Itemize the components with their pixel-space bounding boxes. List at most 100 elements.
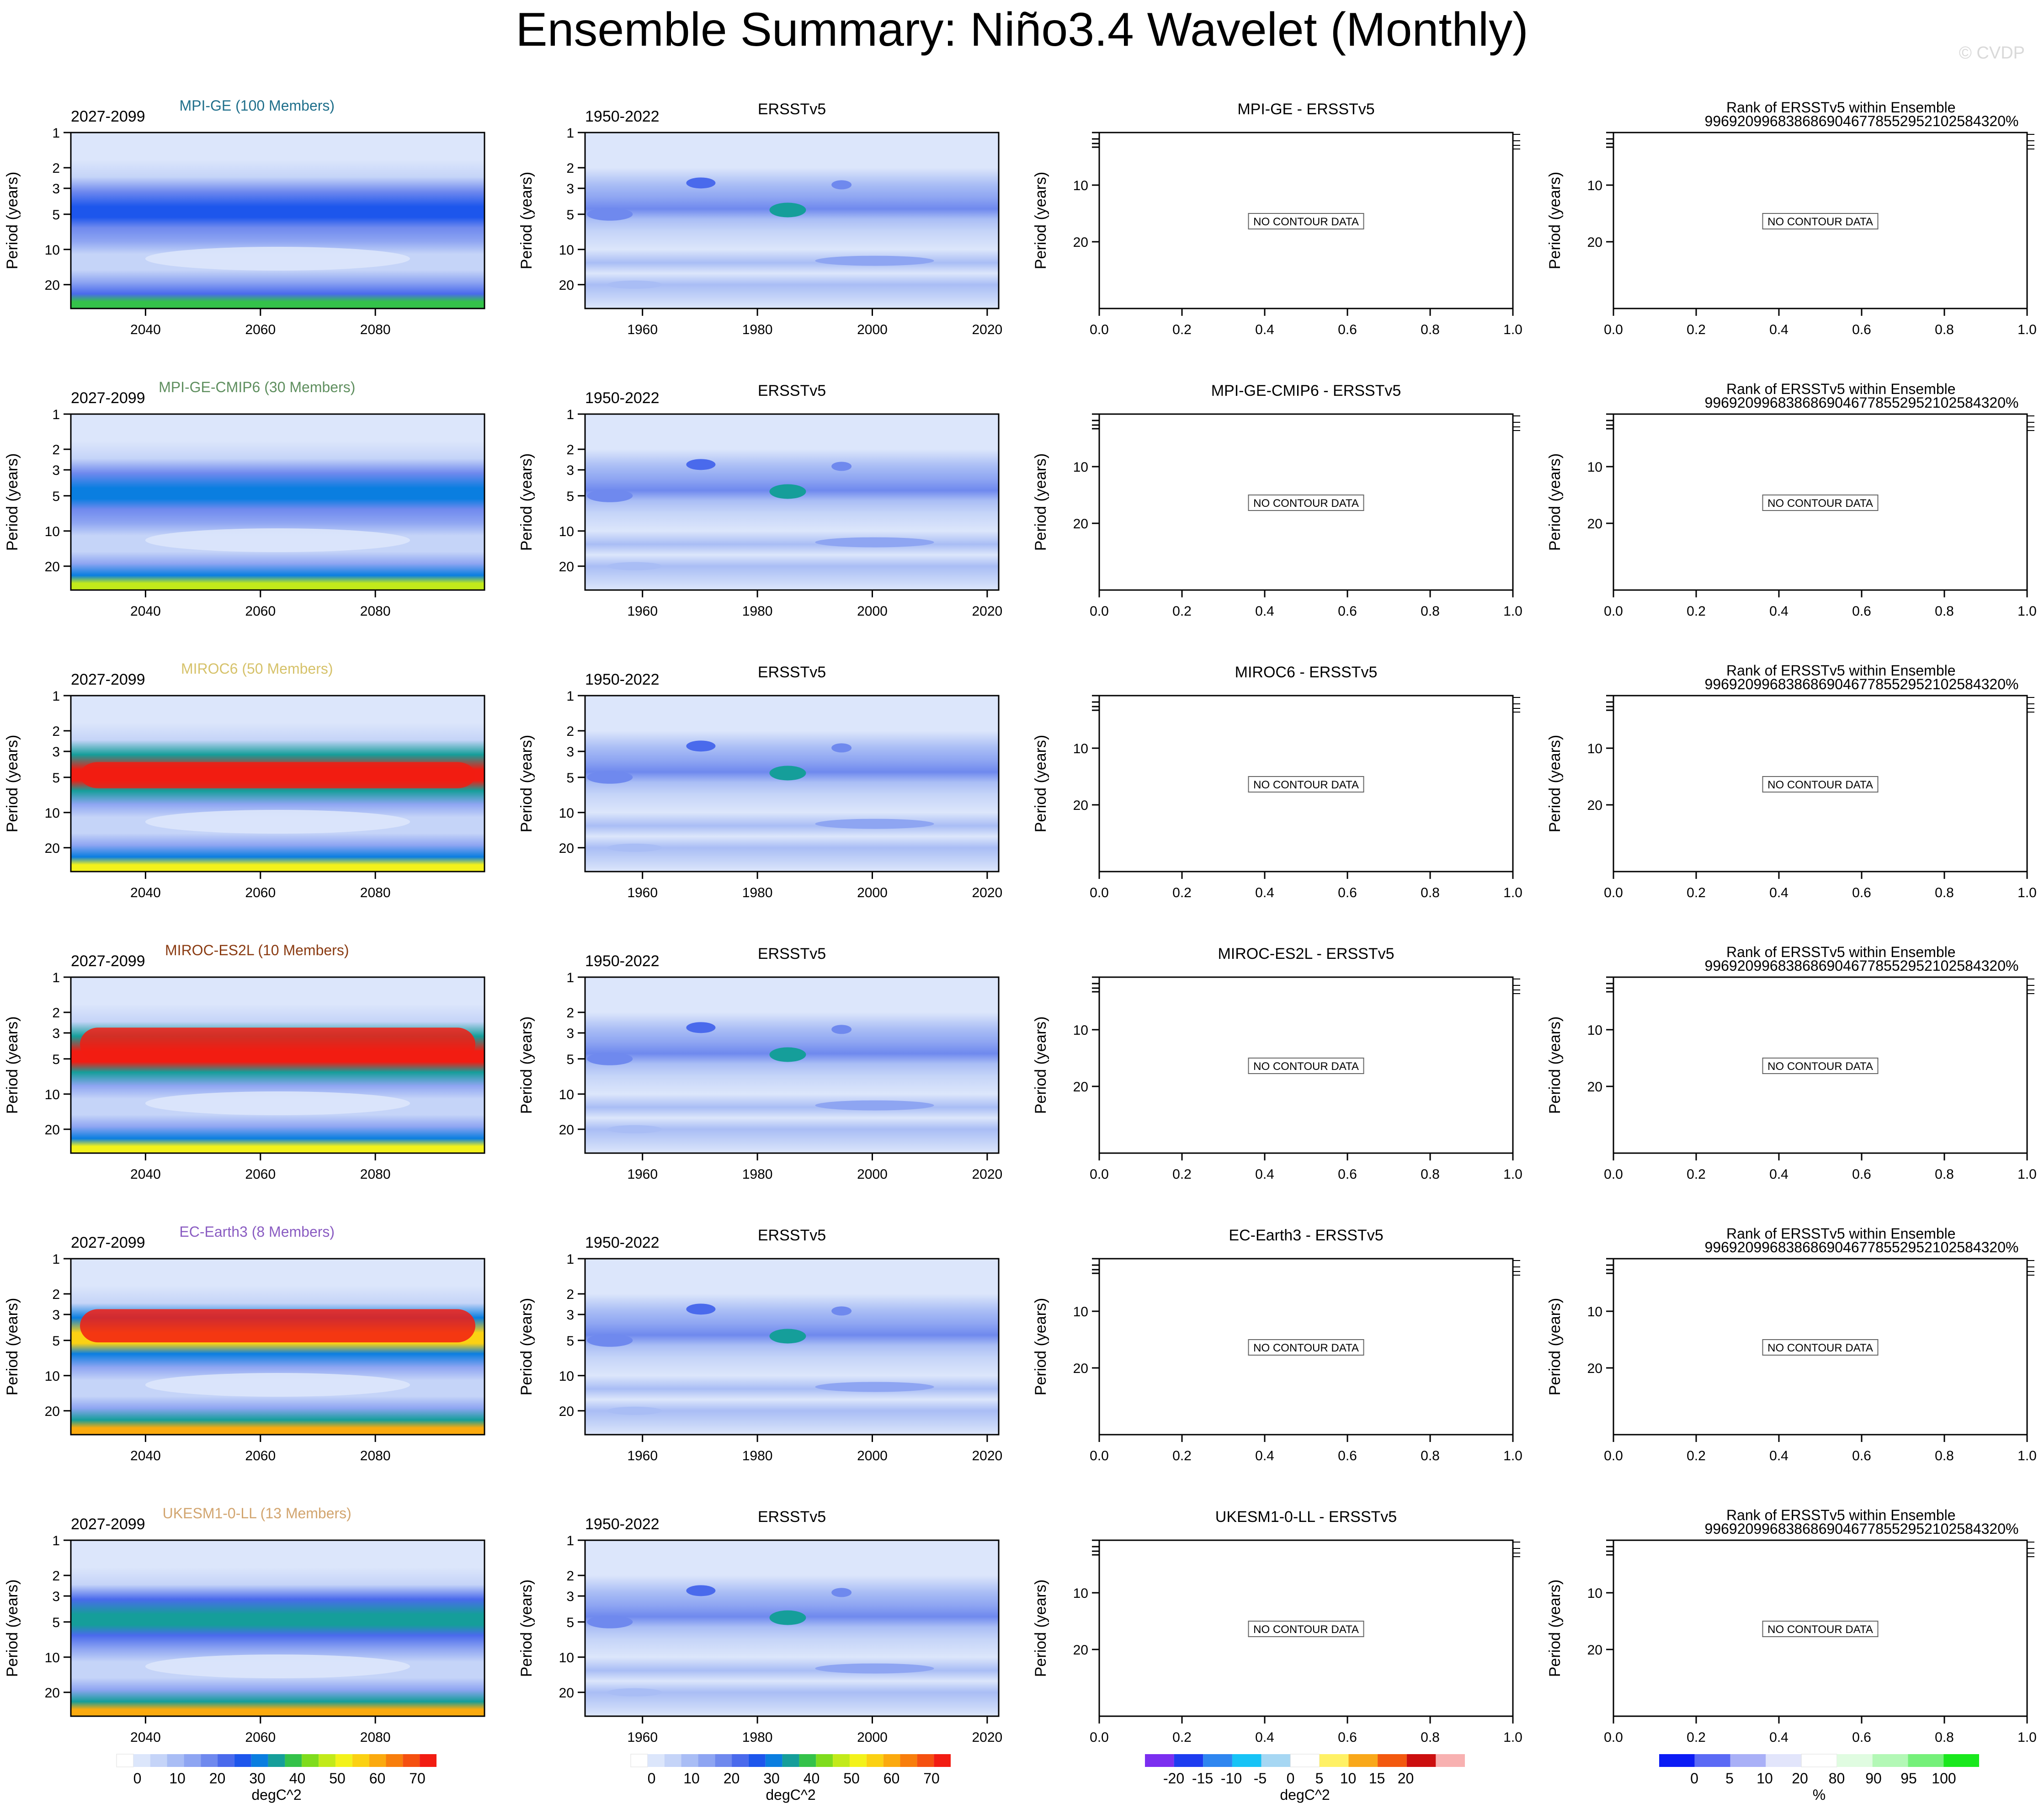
model-panel-ytick-label: 20 [45, 1404, 60, 1419]
model-panel-ylabel: Period (years) [4, 735, 21, 833]
model-panel-ytick-label: 20 [45, 1686, 60, 1701]
model-panel-period: 2027-2099 [71, 389, 145, 407]
diff-panel-xtick-label: 0.8 [1421, 1730, 1440, 1745]
rank-panel-no-data-text: NO CONTOUR DATA [1767, 1060, 1873, 1073]
diff-panel-xtick-label: 0.4 [1255, 1448, 1274, 1463]
obs-panel-ytick-label: 10 [559, 806, 574, 821]
model-panel-xtick-label: 2060 [245, 604, 276, 619]
obs-panel-xtick-label: 1980 [742, 1167, 773, 1182]
model-wavelet-field [71, 1259, 484, 1435]
diff-panel-ytick-label: 10 [1073, 741, 1088, 756]
obs-panel-ytick-label: 5 [566, 207, 574, 223]
model-panel-title: MIROC6 (50 Members) [181, 660, 333, 677]
model-panel-title: EC-Earth3 (8 Members) [179, 1224, 335, 1240]
obs-wavelet-blob [607, 1406, 662, 1415]
rank-panel-xtick-label: 1.0 [2017, 1448, 2037, 1463]
diff-panel-xtick-label: 0.6 [1338, 604, 1357, 619]
diff-panel-xtick-label: 0.4 [1255, 1730, 1274, 1745]
obs-panel-ytick-label: 3 [566, 1589, 574, 1604]
obs-panel-ytick-label: 3 [566, 1308, 574, 1323]
obs-panel-xtick-label: 1980 [742, 1730, 773, 1745]
rank-panel-ytick-label: 10 [1587, 1023, 1602, 1038]
model-wavelet-field [71, 133, 484, 309]
obs-panel-ylabel: Period (years) [518, 172, 535, 270]
model-panel-frame [70, 1258, 485, 1436]
rank-panel-ylabel: Period (years) [1546, 1298, 1564, 1396]
obs-wavelet-blob [686, 1303, 716, 1315]
obs-panel-ytick-label: 2 [566, 1005, 574, 1021]
obs-wavelet-blob [815, 1663, 934, 1674]
obs-panel-period: 1950-2022 [585, 1516, 660, 1533]
obs-panel-ytick-label: 3 [566, 745, 574, 760]
rank-colorbar-swatch [1766, 1754, 1802, 1767]
obs-colorbar-swatch [715, 1754, 732, 1767]
diff-colorbar-swatch [1319, 1754, 1349, 1767]
obs-panel-period: 1950-2022 [585, 108, 660, 125]
model-panel-ytick-label: 1 [52, 407, 60, 422]
diff-colorbar-swatch [1436, 1754, 1465, 1767]
obs-wavelet-blob [686, 1022, 716, 1033]
rank-panel-xtick-label: 0.0 [1604, 885, 1623, 900]
obs-panel-frame [584, 695, 1000, 872]
model-panel-ylabel: Period (years) [4, 1580, 21, 1677]
obs-colorbar-label: 10 [683, 1770, 700, 1787]
obs-panel-ytick-label: 2 [566, 1287, 574, 1302]
model-panel-ytick-label: 1 [52, 970, 60, 985]
obs-colorbar-swatch [630, 1754, 648, 1767]
obs-panel-xtick-label: 2000 [857, 885, 888, 900]
obs-panel-ytick-label: 5 [566, 1052, 574, 1067]
model-panel-ytick-label: 10 [45, 806, 60, 821]
rank-panel-xtick-label: 0.8 [1935, 1730, 1954, 1745]
obs-panel-ytick-label: 1 [566, 126, 574, 141]
diff-panel-xtick-label: 1.0 [1503, 1730, 1522, 1745]
obs-panel-xtick-label: 2000 [857, 322, 888, 337]
model-wavelet-low-power-region [145, 1654, 410, 1679]
diff-panel-xtick-label: 0.4 [1255, 322, 1274, 337]
diff-panel-xtick-label: 0.6 [1338, 1730, 1357, 1745]
obs-colorbar-swatch [866, 1754, 884, 1767]
diff-colorbar-label: -20 [1163, 1770, 1184, 1787]
rank-panel-no-data-text: NO CONTOUR DATA [1767, 1342, 1873, 1354]
diff-panel-xtick-label: 0.6 [1338, 1167, 1357, 1182]
diff-panel-ytick-label: 10 [1073, 1023, 1088, 1038]
obs-wavelet-blob [831, 1025, 852, 1034]
diff-panel-ytick-label: 20 [1073, 1643, 1088, 1658]
model-wavelet-low-power-region [145, 810, 410, 834]
model-colorbar-swatch [285, 1754, 302, 1767]
diff-colorbar-label: 20 [1398, 1770, 1414, 1787]
obs-colorbar-unit: degC^2 [766, 1787, 815, 1803]
model-panel-xtick-label: 2040 [130, 1448, 161, 1463]
rank-panel-no-data-box [1762, 1621, 1879, 1637]
rank-panel-xtick-label: 1.0 [2017, 1730, 2037, 1745]
obs-wavelet-blob [607, 1125, 662, 1133]
obs-panel-ylabel: Period (years) [518, 453, 535, 551]
model-panel-period: 2027-2099 [71, 952, 145, 970]
model-colorbar-label: 10 [169, 1770, 186, 1787]
model-panel-period: 2027-2099 [71, 671, 145, 688]
obs-wavelet-blob [607, 1688, 662, 1697]
rank-panel-subtitle: 9969209968386869046778552952102584320% [1705, 394, 2019, 411]
obs-colorbar-swatch [917, 1754, 934, 1767]
diff-colorbar-label: 15 [1369, 1770, 1385, 1787]
model-panel-ytick-label: 10 [45, 1650, 60, 1665]
rank-panel-no-data-box [1762, 1339, 1879, 1356]
rank-panel-no-data-box [1762, 213, 1879, 229]
diff-panel-xtick-label: 0.8 [1421, 1448, 1440, 1463]
obs-panel-ytick-label: 1 [566, 970, 574, 985]
model-panel-ytick-label: 1 [52, 1252, 60, 1267]
model-colorbar-label: 40 [289, 1770, 306, 1787]
diff-panel-ytick-label: 10 [1073, 1304, 1088, 1319]
obs-colorbar-swatch [748, 1754, 766, 1767]
rank-panel-no-data-text: NO CONTOUR DATA [1767, 779, 1873, 791]
diff-panel-title: UKESM1-0-LL - ERSSTv5 [1215, 1508, 1397, 1526]
rank-colorbar-label: 5 [1725, 1770, 1734, 1787]
obs-colorbar-label: 70 [923, 1770, 940, 1787]
model-panel-period: 2027-2099 [71, 1234, 145, 1251]
model-panel-ylabel: Period (years) [4, 1298, 21, 1396]
diff-panel-no-data-box [1248, 213, 1364, 229]
rank-panel-xtick-label: 0.0 [1604, 322, 1623, 337]
model-panel-ytick-label: 3 [52, 181, 60, 197]
obs-panel-xtick-label: 2020 [972, 1730, 1002, 1745]
obs-panel-period: 1950-2022 [585, 952, 660, 970]
